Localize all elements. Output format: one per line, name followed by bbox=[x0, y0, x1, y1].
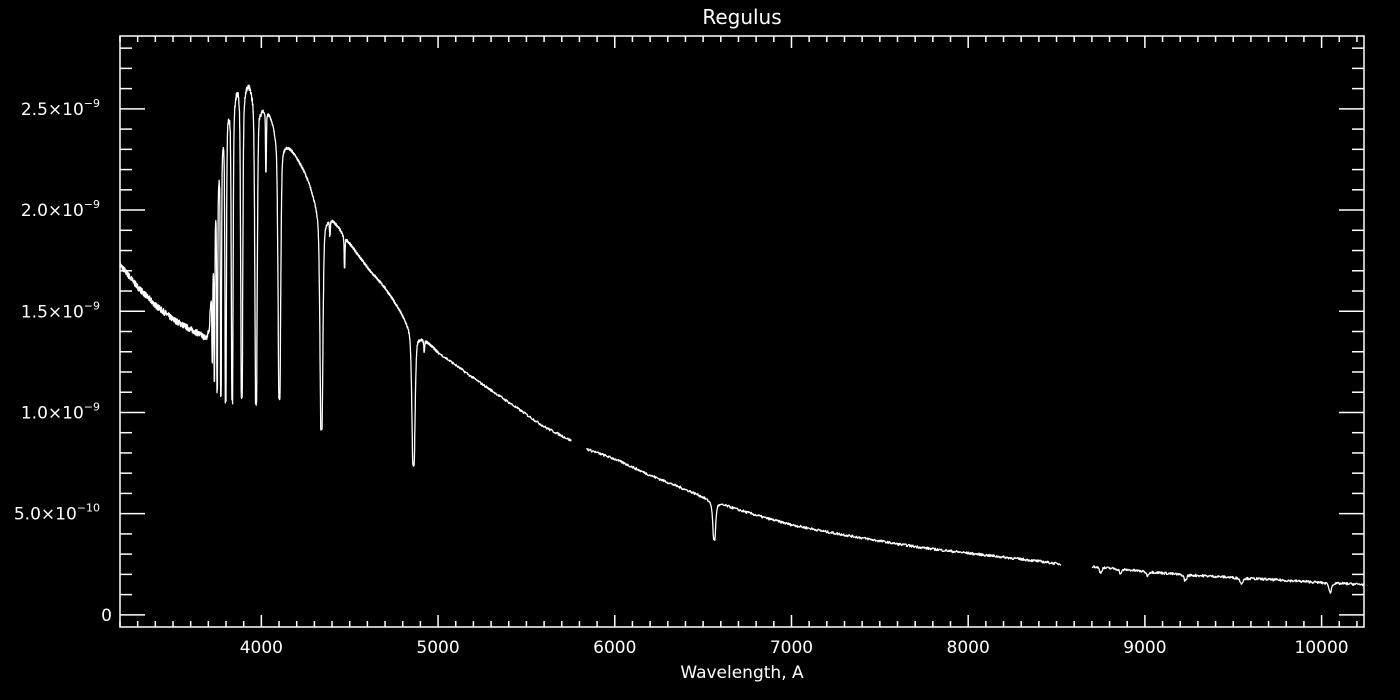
x-tick-label: 5000 bbox=[416, 638, 459, 658]
y-tick-label: 5.0×10−10 bbox=[14, 502, 100, 525]
y-tick-mantissa: 2.5×10 bbox=[21, 100, 84, 120]
spectrum-segment-3 bbox=[1091, 565, 1365, 594]
spectrum-series bbox=[119, 84, 1365, 594]
y-tick-mantissa: 1.5×10 bbox=[21, 302, 84, 322]
y-tick-exponent: −9 bbox=[84, 97, 100, 110]
x-tick-label: 10000 bbox=[1295, 638, 1349, 658]
y-tick-exponent: −9 bbox=[84, 198, 100, 211]
y-tick-exponent: −9 bbox=[84, 400, 100, 413]
y-tick-label: 2.0×10−9 bbox=[21, 198, 100, 221]
y-tick-exponent: −9 bbox=[84, 299, 100, 312]
x-tick-label: 8000 bbox=[947, 638, 990, 658]
y-tick-label: 2.5×10−9 bbox=[21, 97, 100, 120]
y-tick-mantissa: 1.0×10 bbox=[21, 403, 84, 423]
y-tick-exponent: −10 bbox=[77, 502, 100, 515]
plot-frame bbox=[119, 35, 1365, 628]
x-tick-label: 9000 bbox=[1123, 638, 1166, 658]
tick-labels: 4000 5000 6000 7000 8000 9000 10000 0 5.0×10−10 1… bbox=[14, 97, 1349, 658]
axis-ticks bbox=[119, 36, 1364, 627]
x-tick-label: 6000 bbox=[593, 638, 636, 658]
y-tick-mantissa: 0 bbox=[101, 606, 112, 626]
x-tick-label: 7000 bbox=[770, 638, 813, 658]
y-tick-label: 0 bbox=[101, 606, 112, 626]
y-tick-mantissa: 5.0×10 bbox=[14, 505, 77, 525]
chart-title: Regulus bbox=[702, 5, 781, 29]
x-tick-label: 4000 bbox=[240, 638, 283, 658]
y-tick-label: 1.5×10−9 bbox=[21, 299, 100, 322]
x-axis-label: Wavelength, A bbox=[680, 663, 804, 683]
spectrum-segment-2 bbox=[586, 447, 1062, 566]
y-tick-mantissa: 2.0×10 bbox=[21, 201, 84, 221]
spectrum-segment-1 bbox=[119, 84, 572, 467]
y-tick-label: 1.0×10−9 bbox=[21, 400, 100, 423]
